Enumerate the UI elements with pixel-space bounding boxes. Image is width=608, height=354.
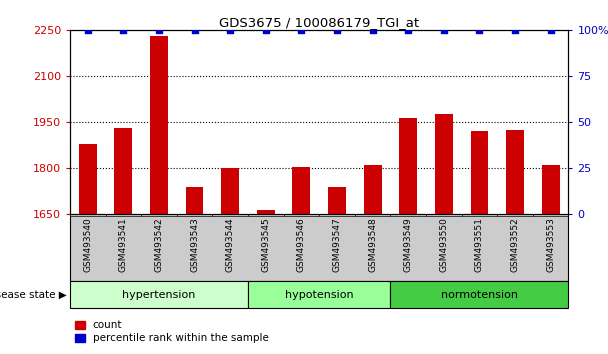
FancyBboxPatch shape (70, 281, 248, 308)
Point (226, 27, 235, 33)
Text: hypotension: hypotension (285, 290, 353, 300)
Point (154, 27, 164, 33)
Bar (292, 167, 310, 214)
Point (119, 27, 128, 33)
FancyBboxPatch shape (177, 214, 212, 216)
FancyBboxPatch shape (319, 214, 355, 216)
Bar (542, 165, 559, 214)
Bar (221, 168, 239, 214)
Text: disease state ▶: disease state ▶ (0, 290, 67, 300)
Point (403, 27, 413, 33)
FancyBboxPatch shape (461, 214, 497, 216)
Bar (364, 165, 382, 214)
FancyBboxPatch shape (141, 214, 177, 216)
Point (475, 27, 485, 33)
Bar (328, 187, 346, 214)
FancyBboxPatch shape (497, 214, 533, 216)
FancyBboxPatch shape (355, 214, 390, 216)
Bar (435, 114, 453, 214)
Bar (185, 187, 204, 214)
Point (368, 27, 378, 33)
Bar (150, 36, 168, 214)
FancyBboxPatch shape (533, 214, 568, 216)
FancyBboxPatch shape (283, 214, 319, 216)
Point (297, 27, 306, 33)
Bar (114, 128, 133, 214)
Legend: count, percentile rank within the sample: count, percentile rank within the sample (75, 320, 269, 343)
Title: GDS3675 / 100086179_TGI_at: GDS3675 / 100086179_TGI_at (219, 16, 420, 29)
Text: hypertension: hypertension (122, 290, 196, 300)
Point (83, 27, 92, 33)
Point (190, 27, 199, 33)
Bar (399, 118, 417, 214)
Bar (257, 210, 275, 214)
Point (332, 27, 342, 33)
Bar (79, 144, 97, 214)
Text: normotension: normotension (441, 290, 518, 300)
Bar (506, 130, 524, 214)
FancyBboxPatch shape (390, 281, 568, 308)
Point (510, 27, 520, 33)
FancyBboxPatch shape (426, 214, 461, 216)
FancyBboxPatch shape (106, 214, 141, 216)
FancyBboxPatch shape (70, 214, 106, 216)
Point (439, 27, 449, 33)
FancyBboxPatch shape (248, 281, 390, 308)
Bar (471, 131, 488, 214)
Point (261, 27, 271, 33)
FancyBboxPatch shape (248, 214, 283, 216)
FancyBboxPatch shape (390, 214, 426, 216)
Point (546, 27, 556, 33)
FancyBboxPatch shape (212, 214, 248, 216)
